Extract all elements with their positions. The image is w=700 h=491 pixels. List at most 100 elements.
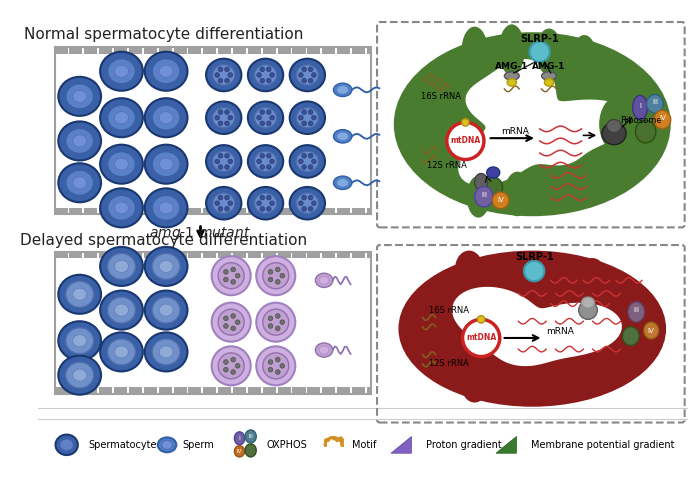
Bar (278, 47, 290, 54)
Circle shape (267, 121, 271, 126)
Text: mRNA: mRNA (546, 327, 574, 336)
Bar (367, 208, 370, 215)
Bar (278, 251, 290, 258)
Circle shape (231, 314, 235, 318)
Ellipse shape (579, 301, 597, 319)
Text: $amg$-$1$ mutant: $amg$-$1$ mutant (150, 225, 251, 243)
Ellipse shape (145, 145, 188, 184)
Ellipse shape (245, 444, 256, 457)
Circle shape (262, 309, 289, 335)
Text: III: III (652, 99, 658, 105)
Bar (188, 208, 202, 215)
Ellipse shape (115, 111, 129, 124)
Ellipse shape (152, 297, 180, 323)
Bar (69, 208, 83, 215)
Circle shape (231, 370, 235, 374)
Circle shape (228, 159, 232, 164)
Ellipse shape (159, 202, 173, 214)
Bar (233, 47, 246, 54)
Ellipse shape (573, 35, 596, 74)
Text: 16S rRNA: 16S rRNA (421, 92, 461, 101)
Bar (84, 47, 97, 54)
Circle shape (276, 326, 280, 330)
Text: mRNA: mRNA (502, 127, 529, 136)
Bar (337, 208, 350, 215)
Bar (218, 251, 231, 258)
Ellipse shape (206, 59, 241, 91)
Ellipse shape (582, 297, 594, 308)
Polygon shape (459, 60, 631, 185)
Ellipse shape (58, 355, 101, 395)
Circle shape (298, 159, 303, 164)
Ellipse shape (248, 145, 284, 178)
Circle shape (218, 353, 244, 379)
Circle shape (256, 302, 295, 342)
Ellipse shape (152, 59, 180, 84)
Bar (144, 208, 157, 215)
Circle shape (270, 115, 274, 120)
Ellipse shape (108, 105, 135, 130)
Ellipse shape (100, 189, 143, 227)
Ellipse shape (115, 260, 129, 273)
Circle shape (225, 67, 230, 72)
Bar (99, 251, 112, 258)
Circle shape (302, 110, 307, 114)
Ellipse shape (584, 369, 607, 397)
Circle shape (223, 360, 228, 364)
Circle shape (302, 67, 307, 72)
Ellipse shape (100, 247, 143, 286)
Ellipse shape (100, 145, 143, 184)
Bar (203, 47, 216, 54)
Text: SLRP-1: SLRP-1 (520, 34, 559, 44)
Circle shape (268, 277, 273, 282)
Text: mtDNA: mtDNA (450, 136, 480, 145)
Ellipse shape (633, 95, 648, 120)
Bar (159, 387, 172, 394)
Ellipse shape (607, 120, 622, 133)
Circle shape (267, 78, 271, 83)
Bar (99, 387, 112, 394)
Ellipse shape (100, 98, 143, 137)
Ellipse shape (536, 28, 562, 75)
Circle shape (211, 346, 251, 385)
Ellipse shape (333, 130, 352, 143)
Ellipse shape (290, 59, 325, 91)
Circle shape (218, 154, 223, 158)
Bar (307, 387, 321, 394)
Circle shape (260, 154, 265, 158)
Ellipse shape (234, 432, 244, 445)
Bar (218, 208, 231, 215)
Circle shape (298, 115, 303, 120)
Ellipse shape (245, 430, 256, 443)
Ellipse shape (159, 65, 173, 77)
Circle shape (302, 78, 307, 83)
Text: 12S rRNA: 12S rRNA (428, 359, 468, 368)
Ellipse shape (296, 193, 318, 214)
Bar (307, 251, 321, 258)
Bar (293, 387, 305, 394)
Bar (278, 208, 290, 215)
Circle shape (276, 267, 280, 272)
Ellipse shape (145, 189, 188, 227)
Ellipse shape (461, 370, 488, 403)
Circle shape (231, 357, 235, 362)
Circle shape (302, 154, 307, 158)
Ellipse shape (254, 193, 276, 214)
Circle shape (225, 154, 230, 158)
Circle shape (302, 207, 307, 211)
Bar (367, 387, 370, 394)
Circle shape (312, 201, 316, 206)
Circle shape (267, 195, 271, 200)
Ellipse shape (108, 253, 135, 279)
Circle shape (235, 320, 240, 325)
Ellipse shape (580, 172, 600, 207)
Circle shape (298, 73, 303, 77)
Ellipse shape (66, 129, 94, 154)
Ellipse shape (152, 105, 180, 130)
Text: SLRP-1: SLRP-1 (514, 252, 554, 262)
Circle shape (211, 256, 251, 295)
Circle shape (225, 78, 230, 83)
Circle shape (268, 270, 273, 274)
Bar (129, 47, 142, 54)
Text: AMG-1: AMG-1 (532, 62, 566, 71)
